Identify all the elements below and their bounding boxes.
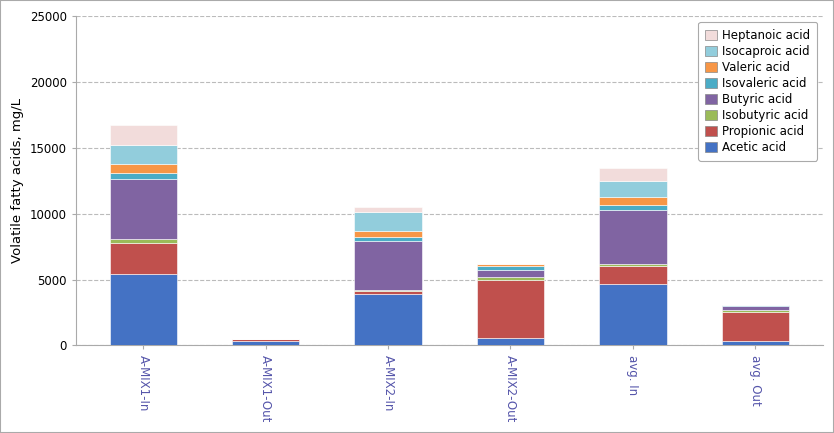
Bar bbox=[109, 239, 177, 243]
Bar bbox=[354, 294, 422, 346]
Bar bbox=[354, 231, 422, 237]
Bar bbox=[477, 270, 544, 277]
Bar bbox=[477, 277, 544, 280]
Bar bbox=[354, 237, 422, 242]
Bar bbox=[477, 264, 544, 266]
Bar bbox=[109, 164, 177, 173]
Bar bbox=[721, 310, 789, 312]
Legend: Heptanoic acid, Isocaproic acid, Valeric acid, Isovaleric acid, Butyric acid, Is: Heptanoic acid, Isocaproic acid, Valeric… bbox=[698, 22, 817, 161]
Bar bbox=[721, 306, 789, 310]
Bar bbox=[599, 210, 666, 264]
Bar bbox=[232, 339, 299, 341]
Bar bbox=[599, 284, 666, 346]
Y-axis label: Volatile fatty acids, mg/L: Volatile fatty acids, mg/L bbox=[11, 98, 24, 263]
Bar bbox=[477, 338, 544, 346]
Bar bbox=[109, 173, 177, 180]
Bar bbox=[599, 264, 666, 266]
Bar bbox=[721, 341, 789, 346]
Bar bbox=[599, 168, 666, 181]
Bar bbox=[109, 275, 177, 346]
Bar bbox=[599, 197, 666, 204]
Bar bbox=[599, 266, 666, 284]
Bar bbox=[599, 204, 666, 210]
Bar bbox=[354, 290, 422, 291]
Bar bbox=[354, 207, 422, 213]
Bar bbox=[354, 242, 422, 290]
Bar bbox=[232, 341, 299, 346]
Bar bbox=[354, 291, 422, 294]
Bar bbox=[109, 126, 177, 145]
Bar bbox=[109, 180, 177, 239]
Bar bbox=[477, 280, 544, 338]
Bar bbox=[721, 305, 789, 306]
Bar bbox=[354, 213, 422, 231]
Bar bbox=[599, 181, 666, 197]
Bar bbox=[109, 145, 177, 164]
Bar bbox=[721, 312, 789, 341]
Bar bbox=[109, 243, 177, 275]
Bar bbox=[477, 266, 544, 270]
